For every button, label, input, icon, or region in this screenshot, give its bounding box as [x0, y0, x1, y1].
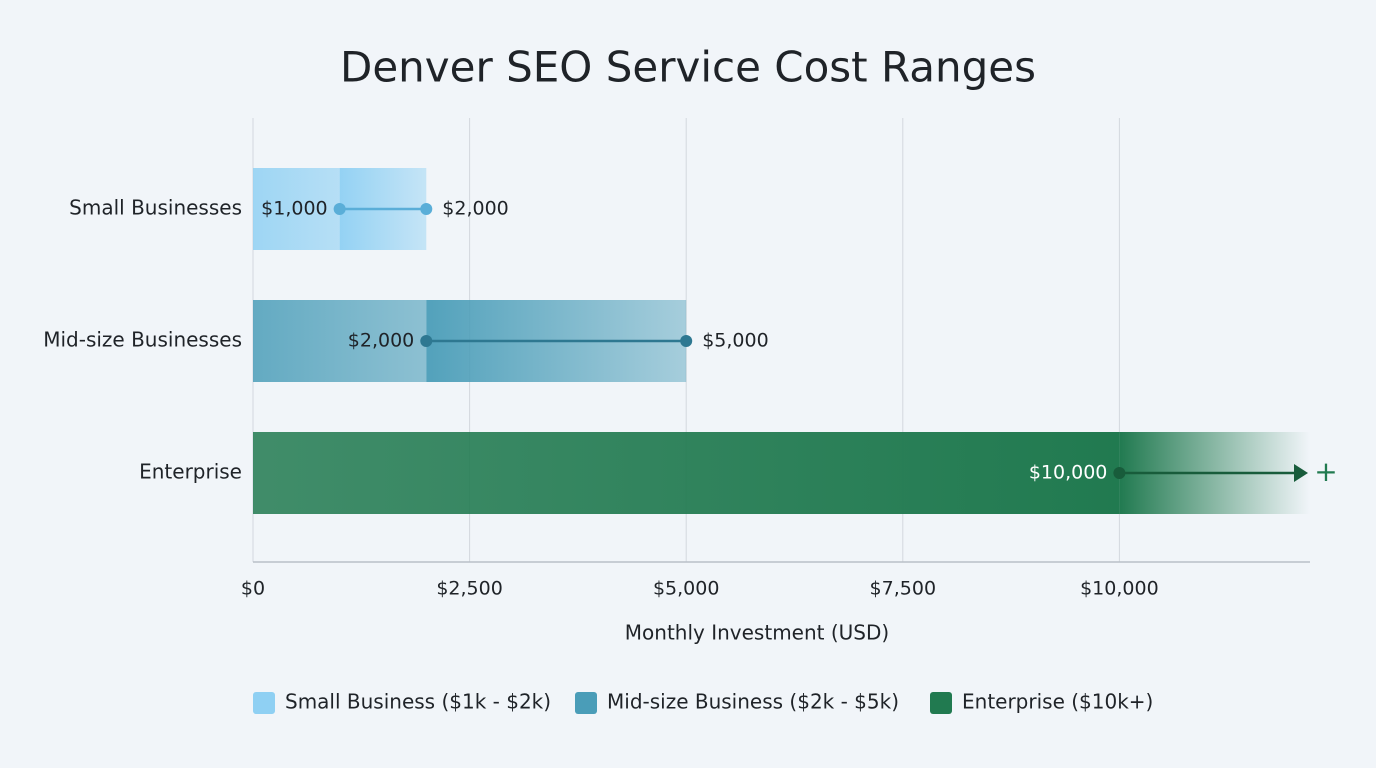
bar-base — [253, 300, 427, 382]
x-tick-label: $5,000 — [653, 578, 719, 600]
range-dot — [680, 335, 693, 347]
legend-label: Mid-size Business ($2k - $5k) — [607, 690, 899, 714]
legend-label: Enterprise ($10k+) — [962, 690, 1153, 714]
value-label: $2,000 — [348, 330, 414, 352]
chart-title: Denver SEO Service Cost Ranges — [340, 43, 1036, 92]
category-label: Enterprise — [139, 460, 242, 484]
value-label: $2,000 — [442, 198, 508, 220]
value-label: $5,000 — [702, 330, 768, 352]
legend-item: Small Business ($1k - $2k) — [253, 690, 551, 714]
range-dot — [333, 203, 346, 215]
bar-base — [253, 168, 340, 250]
x-axis-title: Monthly Investment (USD) — [625, 621, 889, 645]
legend-item: Mid-size Business ($2k - $5k) — [575, 690, 899, 714]
x-tick-label: $10,000 — [1080, 578, 1159, 600]
category-label: Small Businesses — [69, 196, 242, 220]
legend-swatch — [253, 692, 275, 714]
legend-swatch — [930, 692, 952, 714]
category-label: Mid-size Businesses — [43, 328, 242, 352]
arrow-head — [1294, 464, 1308, 482]
range-dot — [420, 203, 433, 215]
legend-label: Small Business ($1k - $2k) — [285, 690, 551, 714]
bar-base — [253, 432, 1120, 514]
value-label: $1,000 — [261, 198, 327, 220]
range-dot — [420, 335, 433, 347]
x-tick-label: $7,500 — [870, 578, 936, 600]
range-dot — [1113, 467, 1126, 479]
x-tick-label: $2,500 — [436, 578, 502, 600]
legend-item: Enterprise ($10k+) — [930, 690, 1153, 714]
open-end-label: + — [1314, 455, 1337, 488]
x-tick-label: $0 — [241, 578, 265, 600]
legend-swatch — [575, 692, 597, 714]
value-label: $10,000 — [1029, 462, 1108, 484]
